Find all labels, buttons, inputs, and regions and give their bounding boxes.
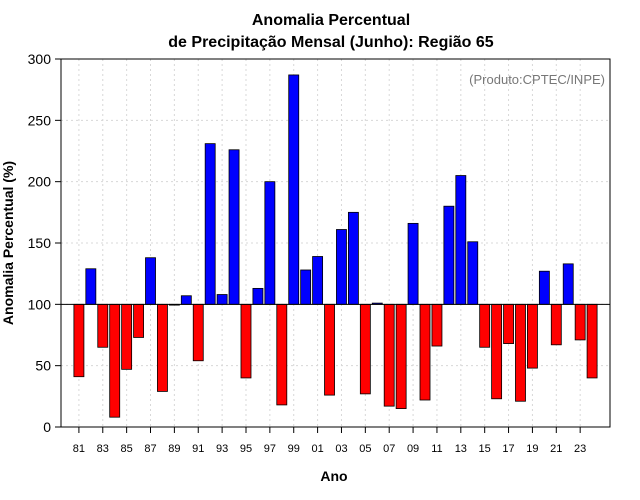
- y-tick-label: 200: [28, 174, 52, 190]
- x-tick-label: 19: [526, 443, 538, 455]
- y-tick-label: 100: [28, 296, 52, 312]
- bar-1988: [157, 303, 168, 392]
- x-tick-label: 05: [359, 443, 371, 455]
- bar-1997: [264, 181, 276, 305]
- bar-1990: [180, 295, 192, 305]
- y-tick-label: 300: [28, 51, 52, 67]
- bar-2007: [383, 303, 395, 407]
- y-tick-label: 0: [43, 419, 51, 435]
- x-tick-label: 15: [479, 443, 491, 455]
- bar-2012: [443, 205, 455, 305]
- bar-2013: [455, 175, 467, 305]
- x-tick-label: 11: [431, 443, 442, 455]
- x-tick-label: 17: [502, 443, 514, 455]
- bar-1987: [145, 257, 156, 305]
- x-tick-label: 85: [121, 443, 133, 455]
- x-tick-label: 87: [144, 443, 156, 455]
- bar-1999: [288, 74, 300, 305]
- x-tick-label: 23: [574, 443, 586, 455]
- bar-1982: [85, 268, 97, 305]
- y-axis: 0 50 100 150 200 250 300: [28, 51, 61, 435]
- bar-1995: [240, 303, 252, 379]
- bar-1994: [228, 149, 240, 305]
- bar-1991: [192, 303, 204, 362]
- bar-2005: [359, 303, 371, 395]
- x-tick-label: 89: [168, 443, 180, 455]
- bar-2017: [503, 303, 514, 344]
- x-tick-label: 09: [407, 443, 419, 455]
- x-tick-label: 83: [97, 443, 109, 455]
- bar-1981: [73, 303, 85, 378]
- x-tick-label: 03: [335, 443, 347, 455]
- y-tick-label: 150: [28, 235, 52, 251]
- bar-1985: [121, 303, 133, 370]
- bar-1992: [204, 143, 216, 305]
- bar-2008: [395, 303, 407, 410]
- x-tick-label: 13: [455, 443, 467, 455]
- bar-1996: [252, 287, 264, 305]
- x-axis: 81 83 85 87 89 91 93 95 97 99 01 03 05 07 09 11 13 15 17 19…: [73, 427, 586, 455]
- bar-1998: [276, 303, 288, 406]
- x-tick-label: 81: [73, 443, 85, 455]
- bar-2002: [324, 303, 335, 396]
- bar-2016: [491, 303, 503, 400]
- bar-2020: [538, 270, 550, 305]
- x-axis-label: Ano: [320, 468, 347, 484]
- bars: [73, 74, 598, 418]
- product-annotation: (Produto:CPTEC/INPE): [469, 72, 605, 87]
- bar-1986: [133, 303, 144, 338]
- bar-2014: [467, 241, 479, 305]
- x-tick-label: 21: [550, 443, 562, 455]
- bar-2011: [431, 303, 443, 347]
- bar-2018: [515, 303, 526, 402]
- bar-1984: [109, 303, 121, 418]
- x-tick-label: 93: [216, 443, 228, 455]
- y-axis-label: Anomalia Percentual (%): [0, 161, 16, 325]
- bar-2009: [407, 222, 419, 305]
- y-tick-label: 250: [28, 112, 52, 128]
- bar-2024: [586, 303, 598, 379]
- x-tick-label: 01: [311, 443, 323, 455]
- bar-2001: [312, 256, 324, 305]
- x-tick-label: 97: [264, 443, 276, 455]
- x-tick-label: 91: [192, 443, 204, 455]
- bar-2003: [336, 229, 347, 305]
- x-tick-label: 07: [383, 443, 395, 455]
- chart-title-line1: Anomalia Percentual: [252, 12, 410, 29]
- bar-2000: [300, 269, 312, 305]
- bar-2019: [527, 303, 538, 369]
- bar-2022: [562, 263, 574, 305]
- chart-title-line2: de Precipitação Mensal (Junho): Região 6…: [168, 34, 494, 51]
- bar-1993: [216, 294, 228, 305]
- y-tick-label: 50: [35, 358, 51, 374]
- bar-2023: [574, 303, 586, 341]
- grid-lines: [61, 59, 610, 427]
- bar-2021: [550, 303, 562, 346]
- bar-2004: [347, 211, 359, 305]
- x-tick-label: 99: [288, 443, 300, 455]
- x-tick-label: 95: [240, 443, 252, 455]
- bar-1983: [97, 303, 109, 348]
- bar-2010: [419, 303, 431, 401]
- bar-2015: [479, 303, 491, 348]
